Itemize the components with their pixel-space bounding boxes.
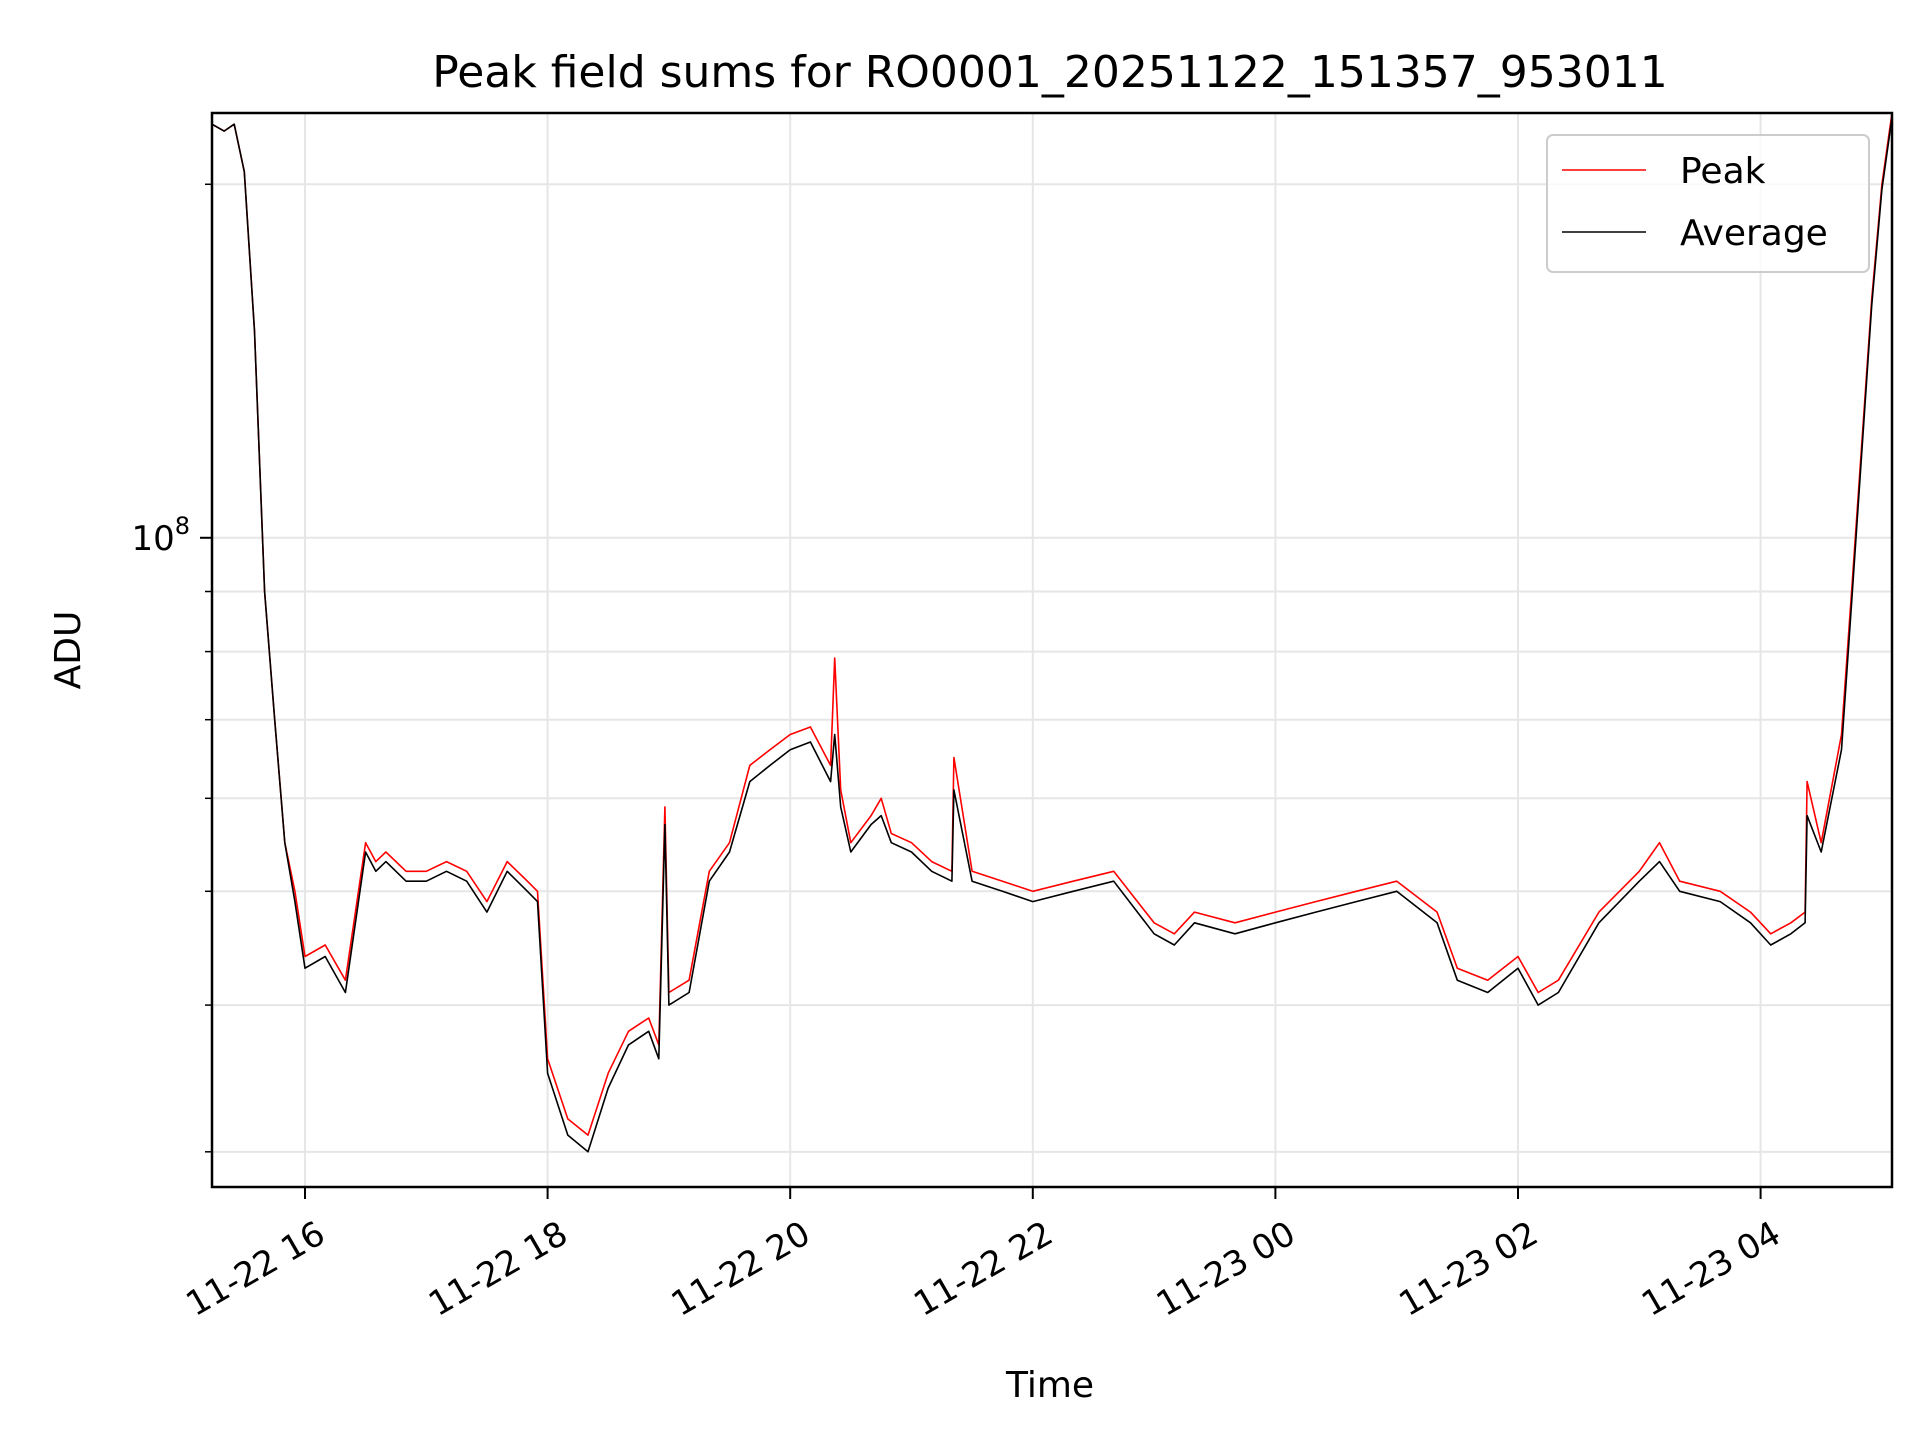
y-tick-label: 108 bbox=[131, 512, 190, 559]
legend-label-average: Average bbox=[1680, 213, 1828, 254]
legend-label-peak: Peak bbox=[1680, 151, 1766, 192]
x-axis-label: Time bbox=[1005, 1365, 1094, 1406]
series-lines bbox=[212, 113, 1892, 1153]
chart-title: Peak field sums for RO0001_20251122_1513… bbox=[432, 47, 1668, 98]
grid-lines bbox=[212, 113, 1892, 1187]
x-tick-label: 11-22 22 bbox=[907, 1214, 1059, 1325]
x-tick-label: 11-22 20 bbox=[665, 1214, 817, 1325]
series-line-peak bbox=[212, 113, 1892, 1136]
x-tick-label: 11-23 00 bbox=[1150, 1214, 1302, 1325]
y-axis-label: ADU bbox=[48, 611, 89, 690]
x-tick-label: 11-22 18 bbox=[422, 1214, 574, 1325]
legend: Peak Average bbox=[1546, 134, 1870, 273]
series-line-average bbox=[212, 117, 1892, 1153]
axis-ticks: 108 11-22 16 11-22 18 11-22 20 11-22 22 11-23… bbox=[131, 183, 1787, 1325]
x-tick-label: 11-23 04 bbox=[1635, 1214, 1787, 1325]
x-tick-label: 11-22 16 bbox=[180, 1214, 332, 1325]
plot-frame bbox=[210, 111, 1894, 1189]
x-tick-label: 11-23 02 bbox=[1392, 1214, 1544, 1325]
